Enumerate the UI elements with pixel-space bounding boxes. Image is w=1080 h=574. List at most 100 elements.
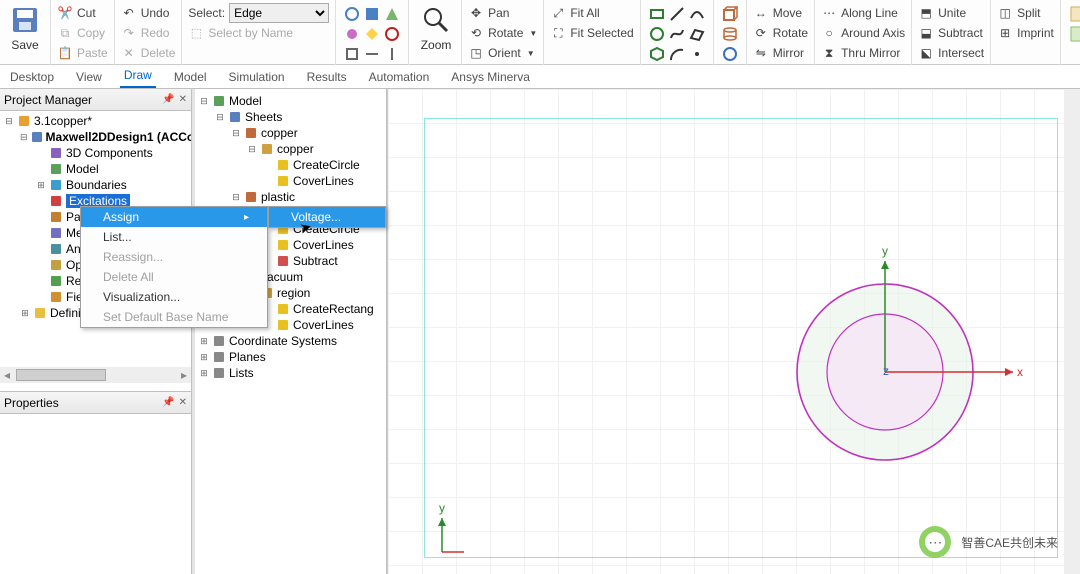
properties-header[interactable]: Properties 📌 ✕ [0,392,191,414]
select-dropdown[interactable]: Edge [229,3,329,23]
context-menu[interactable]: AssignList...Reassign...Delete AllVisual… [80,206,268,328]
ic9-icon[interactable] [384,46,400,62]
redo-button[interactable]: ↷Redo [119,24,178,42]
unite-button[interactable]: ⬒Unite [916,4,986,22]
tree-item[interactable]: ⊟copper [195,141,386,157]
zoom-button[interactable]: Zoom [415,2,457,52]
spline-icon[interactable] [669,26,685,42]
tab-draw[interactable]: Draw [120,64,156,88]
tree-item[interactable]: ⊟Model [195,93,386,109]
region-outline [424,118,1058,558]
mirror-icon: ⇋ [753,45,769,61]
ic7-icon[interactable] [344,46,360,62]
imprint-button[interactable]: ⊞Imprint [995,24,1056,42]
ribbon-group-misc-icons [336,0,409,65]
around-axis-button[interactable]: ○Around Axis [819,24,907,42]
pm-hscroll[interactable]: ◂▸ [0,367,191,383]
submenu-item-voltage-[interactable]: Voltage... [269,207,385,227]
project-manager-header[interactable]: Project Manager 📌 ✕ [0,89,191,111]
tree-item[interactable]: CreateCircle [195,157,386,173]
tab-desktop[interactable]: Desktop [6,66,58,88]
ribbon-group-undo: ↶Undo ↷Redo ✕Delete [115,0,183,65]
tree-item[interactable]: ⊞Coordinate Systems [195,333,386,349]
arc-icon[interactable] [669,46,685,62]
point-icon[interactable] [689,46,705,62]
tab-simulation[interactable]: Simulation [225,66,289,88]
ic4-icon[interactable] [344,26,360,42]
close-panel-icon[interactable]: ✕ [179,397,187,408]
ic5-icon[interactable] [364,26,380,42]
unite-icon: ⬒ [918,5,934,21]
tab-results[interactable]: Results [303,66,351,88]
canvas-viewport[interactable]: z x y y [387,89,1080,574]
tab-view[interactable]: View [72,66,106,88]
pan-button[interactable]: ✥Pan [466,4,539,22]
curve-icon[interactable] [689,6,705,22]
line-icon[interactable] [669,6,685,22]
thru-mirror-icon: ⧗ [821,45,837,61]
menu-item-list-[interactable]: List... [81,227,267,247]
scroll-right-icon[interactable]: ▸ [177,368,191,382]
fit-all-button[interactable]: ⤢Fit All [548,4,635,22]
save-button[interactable]: Save [4,2,46,52]
ic6-icon[interactable] [384,26,400,42]
select-mode[interactable]: Select: Edge [186,4,331,22]
poly-icon[interactable] [689,26,705,42]
hex-icon[interactable] [649,46,665,62]
copy-icon: ⧉ [57,25,73,41]
tree-item[interactable]: Model [0,161,191,177]
rotate-button[interactable]: ⟲Rotate▼ [466,24,539,42]
cut-button[interactable]: ✂️Cut [55,4,110,22]
ic8-icon[interactable] [364,46,380,62]
move-button[interactable]: ↔Move [751,4,810,22]
ic3-icon[interactable] [384,6,400,22]
tab-model[interactable]: Model [170,66,211,88]
fit-selected-button[interactable]: ⛶Fit Selected [548,24,635,42]
scroll-thumb[interactable] [16,369,106,381]
tree-item[interactable]: ⊟plastic [195,189,386,205]
thru-mirror-button[interactable]: ⧗Thru Mirror [819,44,907,62]
cyl-icon[interactable] [722,26,738,42]
tree-item[interactable]: ⊟Maxwell2DDesign1 (ACConduction) [0,129,191,145]
tree-item[interactable]: CoverLines [195,173,386,189]
rect-icon[interactable] [649,6,665,22]
pin-icon[interactable]: 📌 [162,397,174,408]
pin-icon[interactable]: 📌 [162,94,174,105]
tree-item[interactable]: ⊟copper [195,125,386,141]
wrap-icon[interactable] [1069,6,1080,22]
intersect-button[interactable]: ⬕Intersect [916,44,986,62]
rotate2-button[interactable]: ⟳Rotate [751,24,810,42]
close-panel-icon[interactable]: ✕ [179,94,187,105]
tab-ansys-minerva[interactable]: Ansys Minerva [447,66,534,88]
undo-button[interactable]: ↶Undo [119,4,178,22]
project-manager-title: Project Manager [4,93,92,107]
along-line-button[interactable]: ⋯Along Line [819,4,907,22]
tree-item[interactable]: ⊞Boundaries [0,177,191,193]
paste-button[interactable]: 📋Paste [55,44,110,62]
box-icon[interactable] [722,6,738,22]
tree-item[interactable]: ⊞Planes [195,349,386,365]
tree-item[interactable]: 3D Components [0,145,191,161]
sphere-icon[interactable] [722,46,738,62]
circle-icon[interactable] [649,26,665,42]
copy-button[interactable]: ⧉Copy [55,24,110,42]
tab-automation[interactable]: Automation [365,66,434,88]
ic2-icon[interactable] [364,6,380,22]
delete-button[interactable]: ✕Delete [119,44,178,62]
mirror-button[interactable]: ⇋Mirror [751,44,810,62]
ic1-icon[interactable] [344,6,360,22]
context-submenu[interactable]: Voltage... [268,206,386,228]
wrap2-icon[interactable] [1069,26,1080,42]
menu-item-assign[interactable]: Assign [81,207,267,227]
subtract-button[interactable]: ⬓Subtract [916,24,986,42]
redo-icon: ↷ [121,25,137,41]
orient-button[interactable]: ◳Orient▼ [466,44,539,62]
tree-item[interactable]: ⊟Sheets [195,109,386,125]
tree-item[interactable]: ⊟3.1copper* [0,113,191,129]
tree-item[interactable]: ⊞Lists [195,365,386,381]
select-by-name-button[interactable]: ⬚Select by Name [186,24,331,42]
scroll-left-icon[interactable]: ◂ [0,368,14,382]
canvas-vscroll[interactable] [1064,89,1080,574]
split-button[interactable]: ◫Split [995,4,1056,22]
menu-item-visualization-[interactable]: Visualization... [81,287,267,307]
